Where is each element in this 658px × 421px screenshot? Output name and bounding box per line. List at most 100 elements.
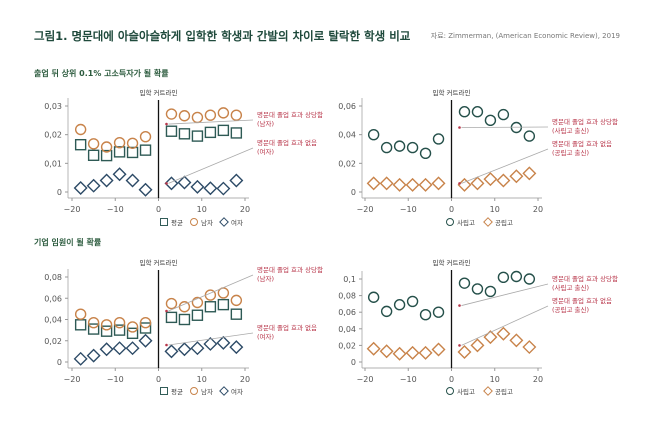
point-사립고 <box>523 273 536 285</box>
point-여자 <box>112 167 127 182</box>
annotation-text: (남자) <box>257 274 274 283</box>
y-tick-label: 0,1 <box>343 275 356 284</box>
legend-label: 사립고 <box>457 218 475 227</box>
annotation-leader <box>168 147 254 184</box>
cutoff-label: 입학 커트라인 <box>433 258 471 267</box>
point-공립고 <box>405 177 420 192</box>
legend-item-평균: 평균 <box>160 218 183 227</box>
legend-item-평균: 평균 <box>160 387 183 396</box>
point-여자 <box>229 340 244 355</box>
y-tick-label: 0,03 <box>44 102 62 111</box>
point-공립고 <box>522 340 537 355</box>
annotation-dot <box>165 343 168 347</box>
x-tick-label: −20 <box>357 375 374 384</box>
y-tick-label: 0,01 <box>44 159 62 168</box>
point-여자 <box>86 348 101 363</box>
point-여자 <box>203 181 218 196</box>
legend-marker-남자 <box>190 387 198 395</box>
point-평균 <box>100 325 113 337</box>
annotation-dot <box>458 126 461 129</box>
annotation-text: 명문대 졸업 효과 상당함 <box>257 110 323 119</box>
point-공립고 <box>522 166 537 181</box>
point-사립고 <box>393 299 406 311</box>
point-남자 <box>139 130 152 143</box>
annotation-text: 명문대 졸업 효과 상당함 <box>257 265 323 274</box>
point-평균 <box>74 138 87 151</box>
source-note: 자료: Zimmerman, (American Economic Review… <box>430 32 620 40</box>
point-여자 <box>203 336 218 351</box>
point-남자 <box>217 107 230 119</box>
point-평균 <box>204 301 217 313</box>
x-tick-label: 10 <box>490 205 500 214</box>
legend-item-공립고: 공립고 <box>483 217 513 227</box>
point-남자 <box>126 137 139 149</box>
x-tick-label: 10 <box>197 205 207 214</box>
point-공립고 <box>470 176 485 191</box>
point-평균 <box>204 126 217 139</box>
point-여자 <box>73 351 88 366</box>
point-공립고 <box>418 177 433 192</box>
annotation-text: 명문대 졸업 효과 상당함 <box>552 117 618 126</box>
annotation-text: (공립고 출신) <box>552 148 589 157</box>
point-남자 <box>113 316 126 329</box>
y-tick-label: 0,06 <box>338 102 356 111</box>
legend-label: 평균 <box>171 218 183 227</box>
point-공립고 <box>366 176 381 191</box>
point-공립고 <box>379 176 394 191</box>
point-사립고 <box>380 305 393 318</box>
annotation-dot <box>165 182 168 185</box>
subtitle-top-earner: 출업 뒤 상위 0.1% 고소득자가 될 확률 <box>34 69 169 78</box>
legend-item-여자: 여자 <box>219 386 243 396</box>
point-여자 <box>164 176 179 191</box>
legend-label: 여자 <box>231 387 243 396</box>
point-남자 <box>100 319 113 331</box>
x-tick-label: −20 <box>357 205 374 214</box>
point-공립고 <box>418 345 433 360</box>
annotation-text: (공립고 출신) <box>552 305 589 314</box>
legend-label: 공립고 <box>495 388 513 396</box>
point-평균 <box>87 149 100 162</box>
y-tick-label: 0,02 <box>44 131 62 140</box>
annotation-leader <box>461 305 549 346</box>
point-사립고 <box>484 285 497 298</box>
subtitle-executive: 기업 임원이 될 확률 <box>34 238 102 247</box>
point-남자 <box>87 138 100 150</box>
annotation-text: 명문대 졸업 효과 없음 <box>552 139 612 148</box>
annotation-leader <box>168 119 254 125</box>
point-여자 <box>177 342 192 357</box>
point-여자 <box>190 179 205 194</box>
point-남자 <box>74 123 87 136</box>
annotation-text: (사립고 출신) <box>552 126 589 135</box>
annotation-text: 명문대 졸업 효과 없음 <box>257 138 317 147</box>
point-평균 <box>165 311 178 324</box>
point-남자 <box>165 108 178 120</box>
point-남자 <box>178 301 191 313</box>
point-사립고 <box>458 106 471 118</box>
annotation-leader <box>168 274 254 312</box>
x-tick-label: −10 <box>107 205 124 214</box>
y-tick-label: 0 <box>351 188 356 197</box>
y-tick-label: 0 <box>57 358 62 367</box>
point-공립고 <box>405 345 420 360</box>
point-평균 <box>230 308 243 320</box>
y-tick-label: 0,06 <box>44 294 62 303</box>
annotation-leader <box>461 126 549 128</box>
point-사립고 <box>380 141 393 154</box>
y-tick-label: 0,06 <box>338 308 356 317</box>
annotation-text: 명문대 졸업 효과 없음 <box>552 296 612 305</box>
point-공립고 <box>483 330 498 345</box>
point-남자 <box>165 297 178 310</box>
point-사립고 <box>432 133 445 145</box>
x-tick-label: 20 <box>533 375 543 384</box>
legend-marker-사립고 <box>446 218 454 226</box>
annotation-text: 명문대 졸업 효과 없음 <box>257 323 317 332</box>
point-여자 <box>177 175 192 190</box>
legend-item-여자: 여자 <box>219 217 243 227</box>
point-평균 <box>217 124 230 137</box>
x-tick-label: −20 <box>64 375 81 384</box>
point-사립고 <box>406 295 419 308</box>
point-평균 <box>126 327 139 340</box>
